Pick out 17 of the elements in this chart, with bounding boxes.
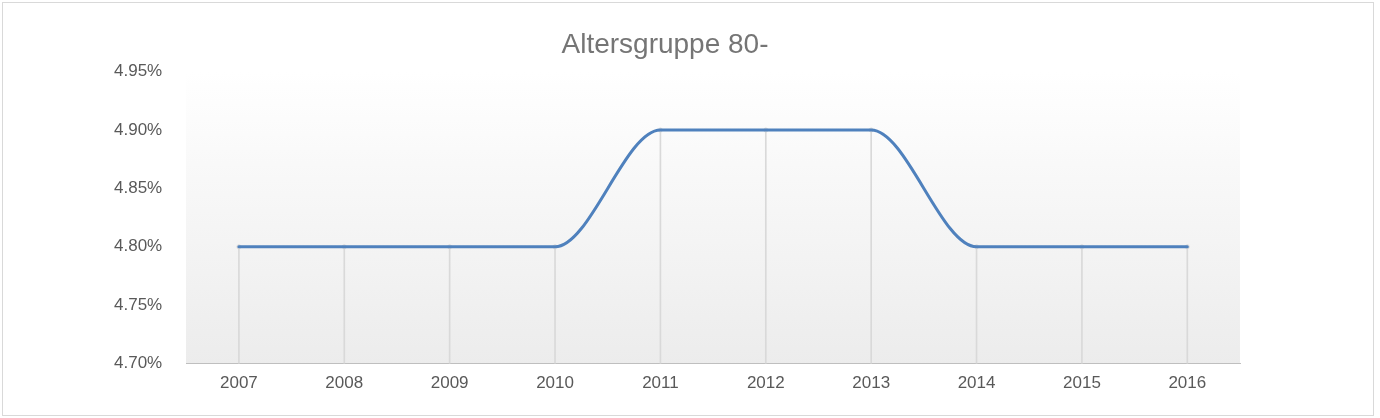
x-tick-label: 2015 <box>1063 373 1101 393</box>
x-tick-label: 2009 <box>430 373 469 393</box>
x-tick-label: 2010 <box>536 373 574 393</box>
y-tick-label: 4.95% <box>114 61 163 81</box>
x-tick-label: 2013 <box>852 373 891 393</box>
chart-title: Altersgruppe 80- <box>561 27 769 59</box>
y-tick-label: 4.70% <box>114 353 163 373</box>
x-tick-label: 2008 <box>325 373 364 393</box>
x-tick-label: 2007 <box>219 373 258 393</box>
x-tick-label: 2014 <box>957 373 996 393</box>
x-tick-label: 2011 <box>642 373 679 393</box>
x-tick-label: 2012 <box>746 373 785 393</box>
y-tick-label: 4.75% <box>114 294 163 314</box>
y-tick-label: 4.90% <box>114 119 163 139</box>
x-tick-label: 2016 <box>1168 373 1207 393</box>
y-tick-label: 4.85% <box>114 178 163 198</box>
y-tick-label: 4.80% <box>114 236 163 256</box>
